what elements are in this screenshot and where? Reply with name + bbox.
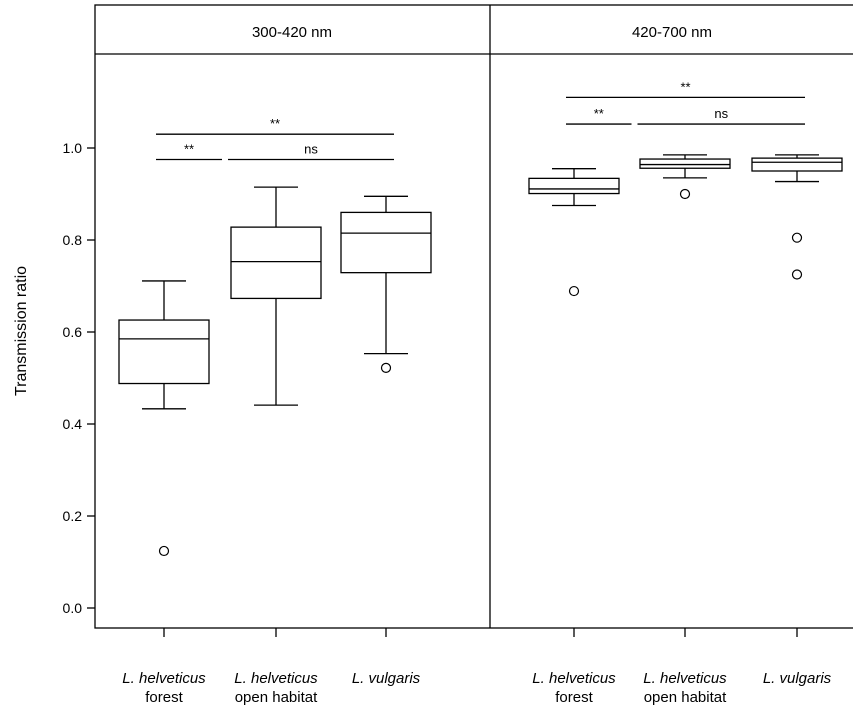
panel-420-700nm: 420-700 nm ** ns ** xyxy=(528,24,843,297)
significance-bracket: ** xyxy=(156,142,222,161)
iqr-box xyxy=(118,319,210,385)
box-1 xyxy=(118,280,210,557)
x-tick-label-species: L. helveticus xyxy=(532,670,616,687)
significance-label: ns xyxy=(714,106,728,121)
iqr-box xyxy=(639,158,731,169)
box-2 xyxy=(230,186,322,406)
significance-label: ** xyxy=(270,116,280,131)
iqr-box xyxy=(340,211,432,274)
outlier-point xyxy=(380,362,392,373)
outlier-point xyxy=(791,232,803,243)
significance-bracket: ** xyxy=(566,79,805,99)
significance-bracket: ns xyxy=(228,142,394,161)
significance-label: ** xyxy=(184,142,194,157)
panel-title: 300-420 nm xyxy=(252,24,332,41)
panel-title: 420-700 nm xyxy=(632,24,712,41)
outlier-point xyxy=(791,269,803,280)
outlier-point xyxy=(158,545,170,557)
significance-label: ns xyxy=(304,142,318,157)
y-axis-label: Transmission ratio xyxy=(13,266,30,396)
plot-border xyxy=(94,4,853,629)
iqr-box xyxy=(751,157,843,172)
x-tick-label-habitat: open habitat xyxy=(644,689,727,706)
iqr-box xyxy=(230,226,322,300)
x-tick-label-species: L. helveticus xyxy=(122,670,206,687)
x-tick-label-species: L. helveticus xyxy=(643,670,727,687)
x-tick-label-habitat: forest xyxy=(555,689,593,706)
plot-frame xyxy=(94,4,853,629)
y-tick-label: 0.8 xyxy=(63,232,83,248)
significance-bracket: ns xyxy=(637,106,805,125)
box-3 xyxy=(751,154,843,280)
x-tick-label-habitat: open habitat xyxy=(235,689,318,706)
significance-label: ** xyxy=(680,79,690,94)
x-tick-label-species: L. vulgaris xyxy=(763,670,832,687)
box-1 xyxy=(528,168,620,297)
box-2 xyxy=(639,154,731,200)
x-tick-label-species: L. helveticus xyxy=(234,670,318,687)
significance-bracket: ** xyxy=(156,116,394,135)
x-tick-label-species: L. vulgaris xyxy=(352,670,421,687)
outlier-point xyxy=(679,188,691,200)
x-axis: L. helveticus forest L. helveticus open hab… xyxy=(122,628,832,706)
y-axis: Transmission ratio 0.0 0.2 0.4 0.6 0.8 1.0 xyxy=(13,140,95,616)
y-tick-label: 0.6 xyxy=(63,324,83,340)
y-tick-label: 1.0 xyxy=(63,140,83,156)
outlier-point xyxy=(568,285,580,297)
panel-300-420nm: 300-420 nm ** ns ** xyxy=(118,24,432,557)
iqr-box xyxy=(528,177,620,195)
significance-label: ** xyxy=(594,106,604,121)
y-tick-label: 0.0 xyxy=(63,600,83,616)
y-tick-label: 0.2 xyxy=(63,508,83,524)
significance-bracket: ** xyxy=(566,106,632,125)
y-tick-label: 0.4 xyxy=(63,416,83,432)
box-3 xyxy=(340,195,432,373)
x-tick-label-habitat: forest xyxy=(145,689,183,706)
